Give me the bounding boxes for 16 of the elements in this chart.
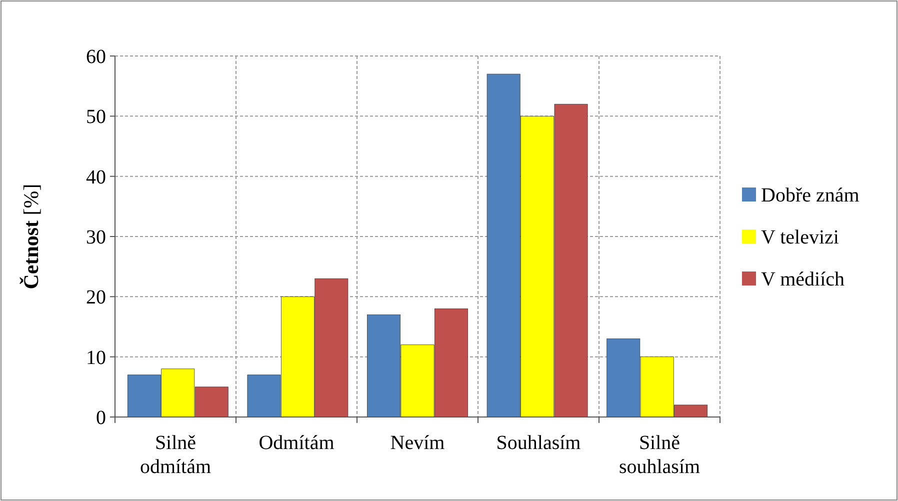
y-tick-label: 20 <box>86 286 106 309</box>
legend-label: V médiích <box>761 268 845 290</box>
y-tick-label: 40 <box>86 166 106 188</box>
x-tick-label: Nevím <box>390 432 446 454</box>
y-tick-label: 50 <box>86 106 106 128</box>
y-tick-label: 10 <box>86 346 106 369</box>
x-tick-label: Silně souhlasím <box>618 432 700 478</box>
x-tick-label: Souhlasím <box>496 432 582 454</box>
x-tick-label: Silně odmítám <box>140 432 212 478</box>
legend-label: Dobře znám <box>761 184 860 206</box>
legend-label: V televizi <box>761 226 840 248</box>
y-tick-label: 0 <box>96 407 106 429</box>
x-tick-label: Odmítám <box>258 432 335 454</box>
y-tick-label: 30 <box>86 226 106 248</box>
y-tick-label: 60 <box>86 46 106 68</box>
y-axis-title: Četnost [%] <box>19 184 43 290</box>
